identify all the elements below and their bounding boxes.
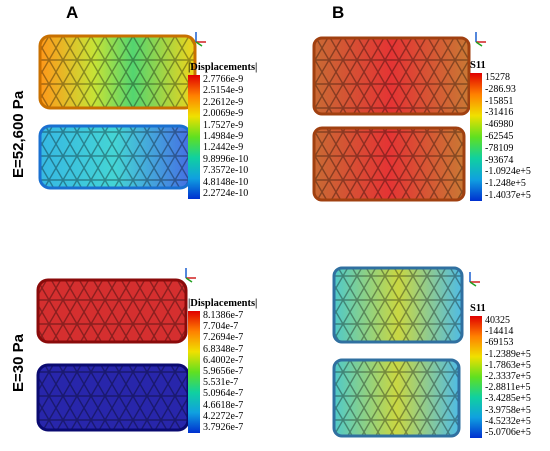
colorbar-tick-label: -1.4037e+5 [485,189,531,201]
colorbar-tick-label: 3.7926e-7 [203,421,244,433]
colorbar-tick-label: -4.5232e+5 [485,415,531,427]
colorbar-tick-label: 4.6618e-7 [203,399,244,411]
lattice-a-bottom-upper [36,278,188,344]
colorbar-tick-label: 4.2272e-7 [203,410,244,422]
colorbar-tick-label: 2.2724e-10 [203,187,249,199]
lattice-a-bottom-lower [36,363,190,432]
panel-label-a: A [66,3,79,22]
colorbar-ticks: 8.1386e-7 7.704e-7 7.2694e-7 6.8348e-7 6.400… [203,311,243,433]
colorbar-tick-label: 5.9656e-7 [203,365,244,377]
colorbar-tick-label: -2.3337e+5 [485,370,531,382]
colorbar-tick-label: 1.7527e-9 [203,119,244,131]
colorbar-ticks: 2.7766e-9 2.5154e-9 2.2612e-9 2.0069e-9 1.75… [203,75,248,199]
colorbar-tick-label: 7.704e-7 [203,321,239,333]
colorbar [188,75,200,199]
legend-b-top: S11 15278 -286.93 -15851 -31416 -46980 -62545… [470,60,531,201]
colorbar-tick-label: -1.7863e+5 [485,359,531,371]
colorbar-tick-label: 7.2694e-7 [203,332,244,344]
colorbar-tick-label: -69153 [485,337,514,349]
colorbar-tick-label: 1.4984e-9 [203,130,244,142]
colorbar-tick-label: 8.1386e-7 [203,310,244,321]
colorbar-tick-label: -1.2389e+5 [485,348,531,360]
lattice-b-bottom-upper [332,266,464,344]
colorbar-tick-label: -5.0706e+5 [485,426,531,438]
colorbar [470,73,482,201]
lattice-b-top-lower [312,126,466,202]
colorbar-tick-label: 4.8148e-10 [203,176,249,188]
axis-triad-icon [185,268,196,283]
legend-a-bottom: |Displacements| 8.1386e-7 7.704e-7 7.2694e… [188,298,257,433]
colorbar-tick-label: 6.4002e-7 [203,354,244,366]
lattice-a-top-upper [38,34,197,110]
colorbar-ticks: 15278 -286.93 -15851 -31416 -46980 -62545 -781… [485,73,531,201]
lattice-b-top-upper [312,36,471,116]
colorbar-tick-label: 2.5154e-9 [203,85,244,97]
legend-a-top: |Displacements| 2.7766e-9 2.5154e-9 2.2612… [188,62,257,199]
colorbar-tick-label: 40325 [485,315,510,326]
colorbar [470,316,482,438]
legend-title: |Displacements| [188,298,258,309]
colorbar-tick-label: -3.9758e+5 [485,404,531,416]
colorbar-tick-label: -31416 [485,107,514,119]
colorbar-tick-label: 15278 [485,72,510,83]
panel-label-b: B [332,3,345,22]
colorbar-tick-label: -46980 [485,119,514,131]
legend-title: S11 [470,60,486,71]
colorbar-tick-label: -286.93 [485,83,516,95]
colorbar [188,311,200,433]
colorbar-tick-label: 5.531e-7 [203,377,239,389]
colorbar-tick-label: -93674 [485,154,514,166]
colorbar-tick-label: -1.0924e+5 [485,166,531,178]
colorbar-tick-label: 1.2442e-9 [203,142,244,154]
legend-title: |Displacements| [188,62,258,73]
colorbar-tick-label: -62545 [485,130,514,142]
legend-b-bottom: S11 40325 -14414 -69153 -1.2389e+5 -1.7863e+… [470,303,531,438]
legend-title: S11 [470,303,486,314]
axis-triad-icon [469,272,480,287]
colorbar-tick-label: 2.7766e-9 [203,74,244,85]
colorbar-tick-label: -3.4285e+5 [485,393,531,405]
colorbar-tick-label: -1.248e+5 [485,178,526,190]
colorbar-tick-label: -78109 [485,142,514,154]
axis-triad-icon [475,32,486,47]
colorbar-ticks: 40325 -14414 -69153 -1.2389e+5 -1.7863e+5 -2.… [485,316,531,438]
colorbar-tick-label: 7.3572e-10 [203,165,249,177]
colorbar-tick-label: -2.8811e+5 [485,382,531,394]
colorbar-tick-label: 5.0964e-7 [203,388,244,400]
lattice-b-bottom-lower [332,358,461,438]
colorbar-tick-label: 6.8348e-7 [203,343,244,355]
colorbar-tick-label: -14414 [485,326,514,338]
lattice-a-top-lower [38,124,192,190]
colorbar-tick-label: -15851 [485,95,514,107]
colorbar-tick-label: 2.2612e-9 [203,96,244,108]
colorbar-tick-label: 9.8996e-10 [203,153,249,165]
colorbar-tick-label: 2.0069e-9 [203,108,244,120]
axis-triad-icon [195,32,206,47]
